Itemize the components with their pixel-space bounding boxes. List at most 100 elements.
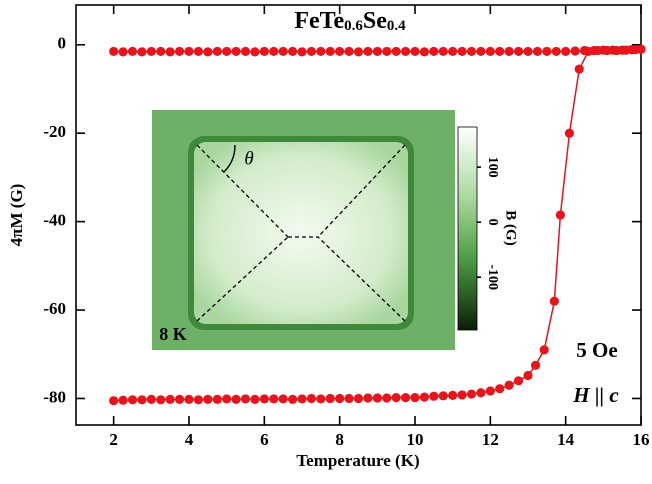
data-point	[316, 47, 325, 56]
data-point	[448, 47, 457, 56]
data-point	[326, 47, 335, 56]
data-point	[439, 391, 448, 400]
data-point	[575, 65, 584, 74]
data-point	[231, 395, 240, 404]
data-point	[354, 47, 363, 56]
data-point	[420, 47, 429, 56]
data-point	[570, 46, 579, 55]
data-point	[392, 393, 401, 402]
x-axis-label: Temperature (K)	[296, 451, 419, 470]
data-point	[593, 46, 602, 55]
x-tick-label: 4	[185, 430, 194, 449]
title-part: 0.6	[344, 18, 363, 34]
data-point	[156, 47, 165, 56]
data-point	[561, 47, 570, 56]
data-point	[584, 47, 593, 56]
data-point	[344, 47, 353, 56]
x-tick-label: 8	[335, 430, 344, 449]
data-point	[326, 394, 335, 403]
data-point	[288, 47, 297, 56]
data-point	[552, 47, 561, 56]
data-point	[514, 47, 523, 56]
data-point	[533, 47, 542, 56]
data-point	[128, 47, 137, 56]
data-point	[194, 395, 203, 404]
data-point	[269, 47, 278, 56]
data-point	[307, 47, 316, 56]
x-tick-label: 14	[557, 430, 575, 449]
data-point	[260, 394, 269, 403]
y-axis-label: 4πM (G)	[7, 184, 26, 247]
data-point	[241, 47, 250, 56]
data-point	[250, 47, 259, 56]
chart-title: FeTe0.6Se0.4	[294, 8, 406, 34]
data-point	[523, 47, 532, 56]
annotation: 5 Oe	[576, 338, 617, 362]
data-point	[184, 47, 193, 56]
data-point	[540, 345, 549, 354]
data-point	[542, 47, 551, 56]
data-point	[401, 47, 410, 56]
data-point	[467, 47, 476, 56]
data-point	[354, 394, 363, 403]
data-point	[448, 391, 457, 400]
data-point	[194, 47, 203, 56]
data-point	[523, 371, 532, 380]
data-point	[495, 384, 504, 393]
chart: FeTe0.6Se0.4 Temperature (K) 4πM (G) 5 O…	[0, 0, 652, 479]
data-point	[382, 393, 391, 402]
data-point	[250, 395, 259, 404]
data-point	[335, 47, 344, 56]
colorbar-label: B (G)	[503, 210, 519, 245]
data-point	[137, 395, 146, 404]
y-tick-label: -60	[43, 299, 66, 318]
y-tick-label: -40	[43, 211, 66, 230]
data-point	[166, 47, 175, 56]
colorbar	[458, 127, 477, 330]
data-point	[410, 47, 419, 56]
data-point	[373, 47, 382, 56]
data-point	[363, 393, 372, 402]
data-point	[486, 47, 495, 56]
colorbar-tick-label: 0	[485, 219, 500, 226]
data-point	[118, 47, 127, 56]
data-point	[307, 394, 316, 403]
y-tick-label: -80	[43, 387, 66, 406]
data-point	[636, 45, 645, 54]
colorbar-tick-label: -100	[485, 264, 500, 290]
data-point	[269, 394, 278, 403]
x-tick-label: 10	[407, 430, 424, 449]
data-point	[316, 394, 325, 403]
data-point	[260, 47, 269, 56]
data-point	[457, 390, 466, 399]
annotation: θ	[244, 148, 253, 169]
colorbar-tick-label: 100	[485, 157, 500, 178]
data-point	[505, 47, 514, 56]
data-point	[457, 47, 466, 56]
x-tick-label: 2	[109, 430, 118, 449]
data-point	[279, 394, 288, 403]
data-point	[556, 210, 565, 219]
y-tick-label: 0	[58, 34, 67, 53]
data-point	[392, 47, 401, 56]
data-point	[222, 47, 231, 56]
data-point	[621, 45, 630, 54]
x-tick-label: 12	[482, 430, 499, 449]
data-point	[184, 395, 193, 404]
data-point	[429, 47, 438, 56]
data-point	[241, 394, 250, 403]
y-tick-label: -20	[43, 122, 66, 141]
x-tick-label: 16	[633, 430, 650, 449]
data-point	[486, 386, 495, 395]
data-point	[128, 395, 137, 404]
data-point	[531, 361, 540, 370]
annotation: H || c	[572, 383, 619, 407]
data-point	[344, 394, 353, 403]
data-point	[166, 395, 175, 404]
data-point	[476, 388, 485, 397]
title-part: Se	[363, 8, 387, 34]
data-point	[147, 395, 156, 404]
data-point	[297, 47, 306, 56]
data-point	[476, 47, 485, 56]
data-point	[109, 47, 118, 56]
